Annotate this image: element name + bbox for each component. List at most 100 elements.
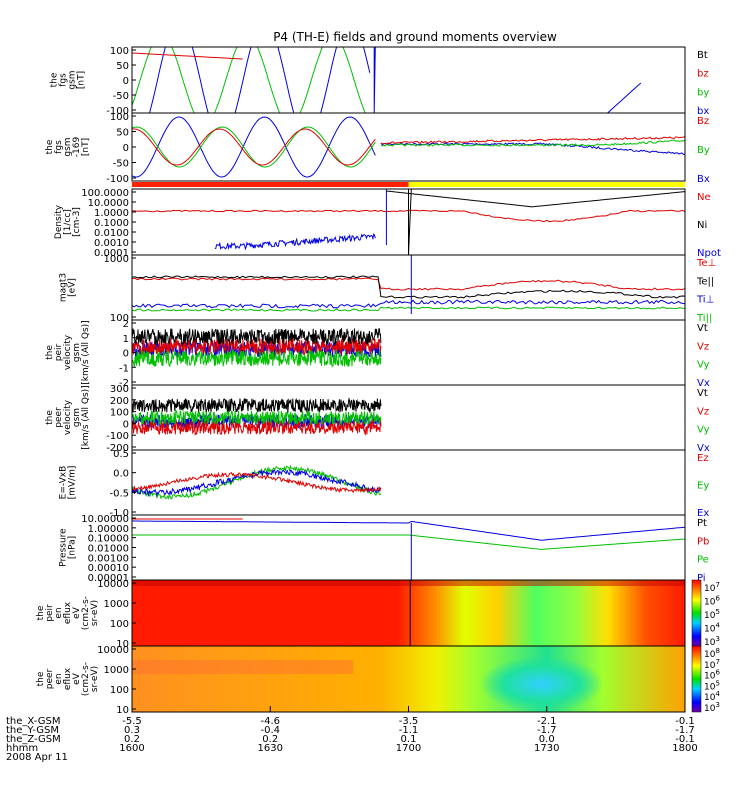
y-tick-label: 0.1000 [94,218,129,229]
panel-elec_spec-plot [132,646,685,712]
y-tick-label: -1 [119,363,129,374]
legend-item: Bz [697,116,709,127]
series-ex [132,469,382,498]
y-tick-label: 50 [116,128,129,139]
y-tick-label: 10.0000 [88,198,129,209]
legend-efield: Ez Ey Ex [697,453,709,519]
time-row-value: -1.7 [537,725,557,736]
legend-item: Vx [697,443,710,454]
y-tick-label: 0.0001 [94,248,129,259]
y-tick-label: -200 [106,443,129,454]
y-axis-label: Density [1/cc] [cm-3] [54,204,82,239]
y-tick-label: 0.00100 [88,553,129,564]
panel-pressure-plot [132,518,685,580]
y-tick-label: 1.0000 [94,208,129,219]
y-ticks: 10000 1000 100 10 [97,645,136,716]
panel-frame [131,112,686,182]
time-row-label: hhmm [6,743,38,754]
series-te-par [132,275,685,299]
panel-veli: 2 1 0 -1 -2 the peir velocity gsm [km/s (All Qs)]… [45,319,710,389]
y-axis-label-line: the [45,139,55,154]
legend-item: bz [697,69,709,80]
time-row-value: 0.2 [124,734,140,745]
y-tick-label: 100 [110,408,129,419]
time-axis-labels: the_X-GSM -5.5 -4.6 -3.5 -2.1 -0.1 the_Y-GSM 0.… [6,706,698,763]
y-axis-label-line: eV [72,672,82,685]
y-ticks: 1000 100 [104,254,136,324]
y-tick-label: 10.00000 [81,514,129,525]
series-te-perp [132,277,685,291]
y-axis-label-line: gsm [72,343,82,362]
y-axis-label-line: en [54,607,64,618]
series-npot [214,233,376,251]
y-axis-label-line: [nPa] [68,536,78,559]
time-row-value: -5.5 [122,716,142,727]
y-ticks: 10000 1000 100 10 [97,579,136,650]
panel-temp-plot [132,255,685,314]
time-row-value: -0.1 [675,734,695,745]
y-axis-label-line: velocity [63,399,73,435]
y-tick-label: 10 [116,639,129,650]
y-tick-label: 0 [123,349,129,360]
series-bz [132,128,376,166]
time-row-value: 1800 [672,743,697,754]
y-axis-label-line: [eV] [68,278,78,297]
legend-item: Ey [697,481,709,492]
y-axis-label-line: [km/s (All Qs)] [81,385,91,449]
y-axis-label-line: [cm-3] [72,207,82,237]
series-ey [132,464,382,500]
y-axis-label-line: peer [45,668,55,689]
series-bx-late [607,82,642,113]
legend-item: by [697,87,709,98]
spectrogram-field [132,580,685,646]
mode-bar-red [132,182,409,187]
y-tick-label: 10 [116,705,129,716]
legend-item: Pt [697,518,707,529]
y-tick-label: -2 [119,378,129,389]
y-tick-label: -100 [106,174,129,185]
legend-item: By [697,145,710,156]
y-tick-label: 1000 [104,254,129,265]
legend-item: Vz [697,341,709,352]
y-tick-label: 100 [110,313,129,324]
y-tick-label: 100.0000 [81,188,129,199]
y-tick-label: 10000 [97,645,129,656]
panel-efield: 0.5 0.0 -0.5 -1.0 E=-VxB [mV/m] Ez Ey Ex [59,449,710,519]
y-tick-label: 0.10000 [88,534,129,545]
legend-item: Ez [697,453,709,464]
y-axis-label-line: velocity [63,334,73,370]
y-axis-label-line: gsm [72,408,82,427]
y-tick-label: 0.0100 [94,228,129,239]
y-axis-label: the peer en eflux eV (cm2-s-sr-eV) [36,662,100,696]
chart-title: P4 (TH-E) fields and ground moments over… [273,30,557,44]
y-axis-label-line: sr-eV) [90,666,100,692]
time-row-value: -0.4 [260,725,280,736]
y-axis-label-line: gsm [63,137,73,156]
time-row-label: the_X-GSM [6,716,60,727]
series-ti-perp [132,299,685,309]
y-ticks: 10.000001.000000.100000.010000.001000.00… [81,514,136,584]
time-row-value: -3.5 [399,716,419,727]
y-axis-label: the fgs gsm [nT] [50,70,87,89]
y-axis-label-line: eflux [63,667,73,690]
y-tick-label: 1 [123,334,129,345]
y-axis-label-line: en [54,673,64,684]
series-bx-spike [373,47,376,113]
y-tick-label: 0.00010 [88,563,129,574]
y-axis-label-line: Pressure [59,528,69,567]
series-ni [386,190,685,208]
legend-item: Vx [697,378,710,389]
time-row-value: 0.3 [124,725,140,736]
colorbar-label: 106 [704,595,720,608]
series-v-green [132,409,382,426]
y-axis-label-line: [1/cc] [63,209,73,235]
panel-pressure: 10.000001.000000.100000.010000.001000.00… [59,514,710,584]
legend-item: Te|| [696,276,714,287]
panel-frame [131,449,686,516]
y-axis-label: magt3 [eV] [59,273,78,302]
